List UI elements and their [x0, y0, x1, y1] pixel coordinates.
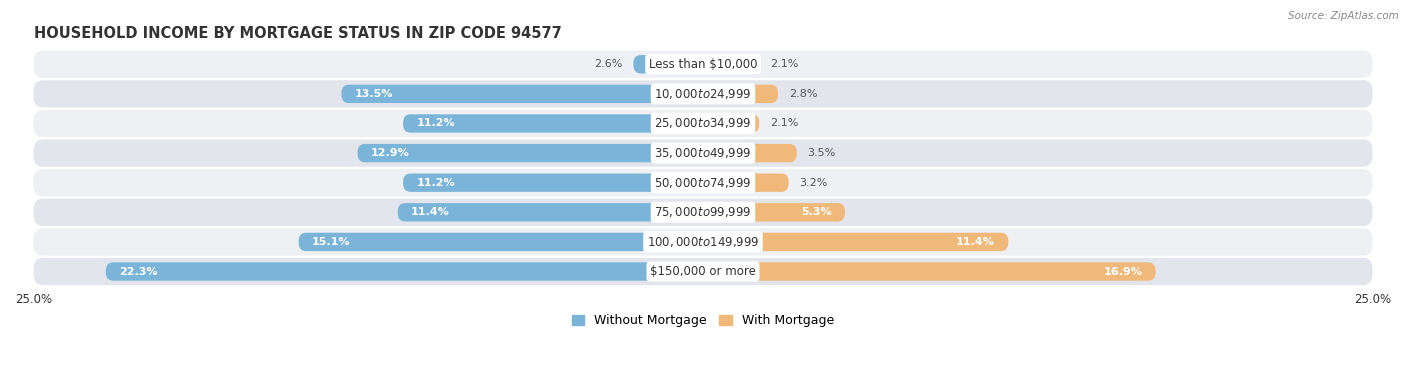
FancyBboxPatch shape: [34, 51, 1372, 78]
Text: 13.5%: 13.5%: [354, 89, 394, 99]
Text: 11.2%: 11.2%: [416, 118, 456, 129]
FancyBboxPatch shape: [34, 139, 1372, 167]
FancyBboxPatch shape: [342, 85, 703, 103]
Text: 11.2%: 11.2%: [416, 178, 456, 188]
FancyBboxPatch shape: [703, 114, 759, 133]
Text: $35,000 to $49,999: $35,000 to $49,999: [654, 146, 752, 160]
Legend: Without Mortgage, With Mortgage: Without Mortgage, With Mortgage: [567, 309, 839, 332]
FancyBboxPatch shape: [404, 174, 703, 192]
FancyBboxPatch shape: [34, 110, 1372, 137]
Text: $75,000 to $99,999: $75,000 to $99,999: [654, 205, 752, 219]
FancyBboxPatch shape: [703, 144, 797, 162]
Text: 22.3%: 22.3%: [120, 266, 157, 277]
Text: 2.1%: 2.1%: [770, 59, 799, 69]
FancyBboxPatch shape: [357, 144, 703, 162]
FancyBboxPatch shape: [703, 174, 789, 192]
Text: 3.2%: 3.2%: [800, 178, 828, 188]
FancyBboxPatch shape: [298, 233, 703, 251]
Text: $150,000 or more: $150,000 or more: [650, 265, 756, 278]
FancyBboxPatch shape: [404, 114, 703, 133]
FancyBboxPatch shape: [34, 80, 1372, 107]
Text: 11.4%: 11.4%: [411, 207, 450, 217]
Text: 5.3%: 5.3%: [801, 207, 831, 217]
Text: $100,000 to $149,999: $100,000 to $149,999: [647, 235, 759, 249]
FancyBboxPatch shape: [34, 199, 1372, 226]
Text: 3.5%: 3.5%: [807, 148, 835, 158]
Text: 2.6%: 2.6%: [595, 59, 623, 69]
FancyBboxPatch shape: [34, 169, 1372, 196]
FancyBboxPatch shape: [34, 258, 1372, 285]
Text: 15.1%: 15.1%: [312, 237, 350, 247]
Text: $25,000 to $34,999: $25,000 to $34,999: [654, 116, 752, 130]
FancyBboxPatch shape: [703, 233, 1008, 251]
FancyBboxPatch shape: [703, 85, 778, 103]
FancyBboxPatch shape: [703, 203, 845, 222]
Text: $10,000 to $24,999: $10,000 to $24,999: [654, 87, 752, 101]
Text: 16.9%: 16.9%: [1104, 266, 1142, 277]
Text: Source: ZipAtlas.com: Source: ZipAtlas.com: [1288, 11, 1399, 21]
FancyBboxPatch shape: [34, 228, 1372, 256]
Text: $50,000 to $74,999: $50,000 to $74,999: [654, 176, 752, 190]
FancyBboxPatch shape: [703, 262, 1156, 281]
Text: 2.8%: 2.8%: [789, 89, 817, 99]
Text: 11.4%: 11.4%: [956, 237, 995, 247]
Text: Less than $10,000: Less than $10,000: [648, 58, 758, 71]
Text: 12.9%: 12.9%: [371, 148, 409, 158]
FancyBboxPatch shape: [633, 55, 703, 73]
FancyBboxPatch shape: [703, 55, 759, 73]
FancyBboxPatch shape: [105, 262, 703, 281]
Text: HOUSEHOLD INCOME BY MORTGAGE STATUS IN ZIP CODE 94577: HOUSEHOLD INCOME BY MORTGAGE STATUS IN Z…: [34, 26, 561, 41]
FancyBboxPatch shape: [398, 203, 703, 222]
Text: 2.1%: 2.1%: [770, 118, 799, 129]
